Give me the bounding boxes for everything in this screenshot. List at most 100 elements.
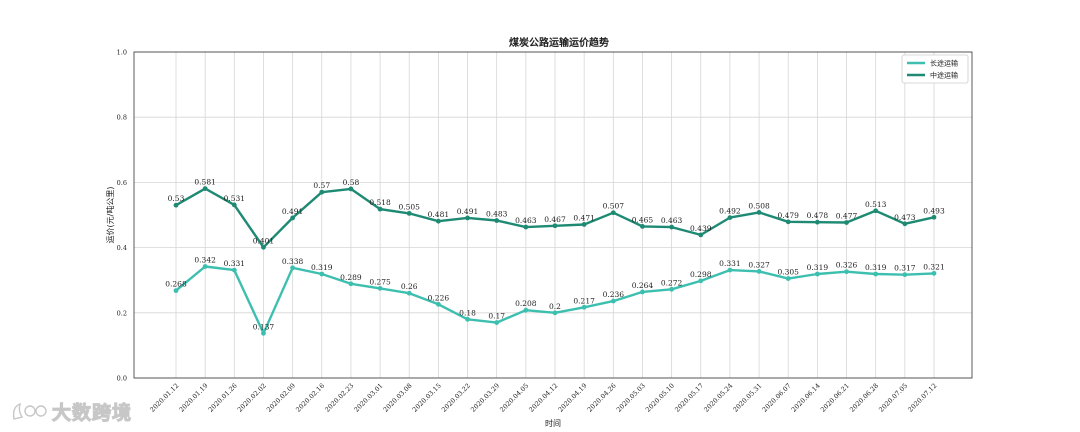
- data-point: [814, 219, 820, 225]
- y-tick-label: 0.2: [117, 309, 127, 317]
- data-point: [756, 268, 762, 274]
- x-tick-label: 2020.03.08: [382, 382, 414, 414]
- x-tick-label: 2020.01.26: [207, 382, 239, 414]
- y-tick-label: 0.6: [117, 179, 127, 187]
- data-label: 0.319: [807, 263, 829, 272]
- data-point: [406, 210, 412, 216]
- data-label: 0.508: [748, 201, 770, 210]
- data-point: [610, 210, 616, 216]
- data-label: 0.272: [661, 278, 683, 287]
- data-label: 0.518: [369, 198, 391, 207]
- data-label: 0.505: [398, 202, 420, 211]
- data-label: 0.492: [719, 207, 741, 216]
- data-point: [785, 219, 791, 225]
- data-point: [406, 290, 412, 296]
- data-label: 0.327: [748, 260, 770, 269]
- x-tick-label: 2020.03.29: [469, 382, 501, 414]
- data-label: 0.483: [486, 210, 508, 219]
- data-label: 0.331: [224, 259, 245, 268]
- x-tick-label: 2020.06.07: [761, 382, 793, 414]
- x-tick-label: 2020.02.16: [294, 382, 326, 414]
- data-point: [552, 310, 558, 316]
- data-label: 0.321: [923, 262, 944, 271]
- data-label: 0.338: [282, 257, 304, 266]
- x-tick-label: 2020.03.22: [440, 382, 472, 414]
- x-tick-label: 2020.06.21: [819, 382, 851, 414]
- data-point: [581, 222, 587, 227]
- data-label: 0.226: [428, 293, 450, 302]
- data-point: [669, 286, 675, 292]
- data-point: [377, 285, 383, 291]
- data-label: 0.264: [632, 281, 654, 290]
- data-label: 0.471: [573, 213, 594, 222]
- data-point: [290, 215, 296, 221]
- data-label: 0.319: [865, 263, 887, 272]
- data-point: [523, 307, 529, 313]
- data-point: [523, 224, 529, 230]
- data-point: [435, 301, 441, 307]
- data-label: 0.491: [457, 207, 478, 216]
- data-label: 0.401: [253, 236, 274, 245]
- data-label: 0.513: [865, 200, 887, 209]
- data-label: 0.493: [923, 206, 945, 215]
- y-axis: 0.0 0.2 0.4 0.6 0.8 1.0: [117, 49, 127, 383]
- data-label: 0.317: [894, 264, 916, 273]
- data-label: 0.342: [194, 256, 216, 265]
- data-point: [494, 218, 500, 223]
- data-point: [814, 271, 820, 277]
- x-tick-label: 2020.05.24: [702, 382, 734, 414]
- x-tick-label: 2020.05.31: [732, 382, 764, 414]
- x-tick-label: 2020.04.12: [527, 382, 559, 414]
- x-tick-label: 2020.02.02: [236, 382, 268, 414]
- data-label: 0.275: [369, 277, 391, 286]
- data-label: 0.467: [544, 215, 566, 224]
- data-point: [261, 244, 266, 250]
- x-tick-label: 2020.07.05: [877, 382, 909, 414]
- data-label: 0.473: [894, 213, 916, 222]
- data-point: [319, 271, 325, 277]
- x-tick-label: 2020.06.28: [848, 382, 880, 414]
- data-label: 0.18: [459, 308, 476, 317]
- data-label: 0.478: [807, 211, 829, 220]
- y-tick-label: 0.0: [117, 375, 127, 383]
- data-label: 0.305: [777, 268, 799, 277]
- data-point: [202, 264, 208, 269]
- watermark: 大数跨境: [10, 398, 132, 424]
- data-point: [231, 202, 237, 208]
- y-tick-label: 0.4: [117, 244, 127, 252]
- data-point: [231, 267, 237, 273]
- data-point: [844, 269, 849, 275]
- data-point: [552, 223, 558, 229]
- data-point: [902, 221, 908, 227]
- x-axis-label: 时间: [545, 418, 561, 428]
- data-label: 0.507: [603, 202, 625, 211]
- data-label: 0.17: [488, 312, 505, 321]
- data-point: [173, 288, 179, 294]
- data-label: 0.2: [549, 302, 561, 311]
- data-point: [844, 220, 849, 225]
- data-label: 0.289: [340, 273, 362, 282]
- plot-area: [133, 51, 973, 379]
- data-label: 0.479: [777, 211, 799, 220]
- data-point: [319, 189, 325, 195]
- data-point: [698, 278, 704, 284]
- data-point: [785, 276, 791, 281]
- data-point: [698, 232, 704, 238]
- legend-entry: 长途运输: [930, 59, 958, 68]
- legend-entry: 中途运输: [930, 71, 958, 80]
- x-tick-label: 2020.01.12: [148, 382, 180, 414]
- data-point: [261, 330, 266, 336]
- data-point: [465, 215, 470, 221]
- y-tick-label: 0.8: [117, 114, 127, 122]
- data-label: 0.58: [343, 178, 360, 187]
- data-point: [290, 265, 296, 271]
- data-point: [669, 224, 675, 230]
- x-tick-label: 2020.05.03: [615, 382, 647, 414]
- x-tick-label: 2020.06.14: [790, 382, 822, 414]
- data-point: [873, 208, 879, 214]
- data-label: 0.268: [165, 280, 187, 289]
- data-point: [727, 267, 733, 273]
- data-point: [348, 186, 354, 192]
